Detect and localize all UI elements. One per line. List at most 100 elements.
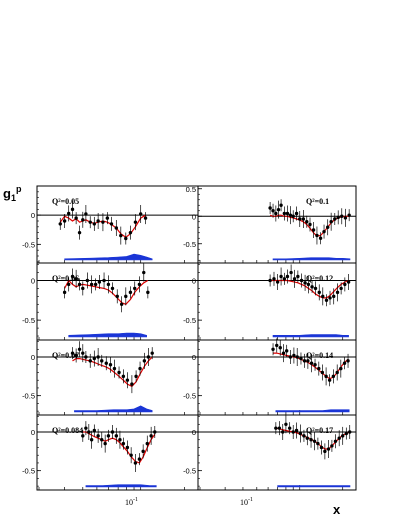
- y-tick-label: 0: [192, 212, 196, 221]
- data-point: [108, 363, 113, 367]
- data-point: [298, 431, 303, 436]
- data-point: [287, 426, 292, 430]
- data-point: [313, 363, 317, 367]
- data-point: [133, 461, 138, 465]
- data-point: [288, 213, 293, 217]
- q2-label: Q²=0.14: [306, 351, 333, 360]
- data-point: [146, 355, 151, 359]
- data-point: [85, 278, 90, 283]
- data-point: [77, 347, 82, 351]
- q2-label: Q²=0.07: [52, 351, 79, 360]
- data-point: [81, 351, 85, 355]
- data-point: [323, 449, 327, 454]
- data-point: [141, 449, 145, 454]
- data-point: [74, 353, 78, 358]
- data-point: [271, 209, 275, 213]
- data-point: [274, 211, 278, 216]
- data-point: [326, 447, 331, 451]
- model-curve: [64, 279, 149, 306]
- data-point: [74, 216, 78, 220]
- data-point: [347, 213, 351, 217]
- data-point: [96, 434, 100, 438]
- data-point: [279, 203, 283, 207]
- data-point: [346, 359, 350, 363]
- data-point: [282, 277, 287, 281]
- data-point: [138, 366, 142, 371]
- panel-Q2=0.084: 0 -0.5 Q²=0.084: [22, 414, 199, 491]
- x-tick-label-left: 10-1: [125, 497, 138, 507]
- data-point: [138, 212, 143, 216]
- data-point: [66, 282, 71, 287]
- data-point: [317, 366, 321, 371]
- data-point: [70, 274, 75, 279]
- data-point: [320, 370, 325, 375]
- data-point: [299, 278, 304, 283]
- data-point: [105, 216, 110, 220]
- y-tick-label: -0.5: [183, 316, 196, 325]
- data-point: [288, 355, 293, 359]
- data-point: [100, 438, 104, 442]
- data-point: [333, 439, 338, 443]
- systematic-band: [277, 485, 351, 488]
- data-point: [278, 346, 282, 350]
- systematic-band: [64, 253, 153, 261]
- y-tick-label: 0: [192, 276, 196, 285]
- data-point: [309, 438, 313, 442]
- data-point: [321, 294, 325, 299]
- data-point: [150, 351, 154, 355]
- data-point: [119, 233, 123, 238]
- data-point: [318, 236, 323, 240]
- data-point: [134, 374, 138, 379]
- data-point: [112, 366, 117, 371]
- data-point: [284, 422, 288, 426]
- data-point: [114, 434, 119, 438]
- data-point: [271, 347, 275, 351]
- data-point: [81, 218, 85, 222]
- data-point: [342, 361, 347, 365]
- data-point: [282, 211, 287, 216]
- data-point: [125, 445, 130, 450]
- data-point: [124, 236, 128, 241]
- data-point: [301, 217, 306, 221]
- data-point: [277, 426, 282, 430]
- data-point: [66, 211, 71, 216]
- data-point: [348, 430, 352, 434]
- panel-Q2=0.12: 0 -0.5 Q²=0.12: [183, 262, 357, 341]
- data-point: [331, 374, 336, 379]
- data-point: [70, 351, 75, 355]
- q2-label: Q²=0.17: [306, 426, 333, 435]
- data-point: [305, 436, 310, 440]
- data-point: [340, 214, 344, 218]
- data-point: [114, 226, 119, 230]
- data-point: [128, 230, 133, 235]
- panel-Q2=0.1: 0.5 0 -0.5 Q²=0.1: [183, 185, 357, 264]
- y-tick-label: 0: [31, 353, 35, 362]
- data-point: [309, 361, 314, 365]
- data-point: [346, 280, 351, 284]
- data-point: [276, 207, 281, 212]
- x-tick-label-right: 10-1: [240, 497, 253, 507]
- data-point: [109, 222, 114, 226]
- data-point: [332, 294, 336, 299]
- panel-frame: [197, 185, 357, 264]
- data-point: [104, 361, 108, 365]
- x-axis-label: x: [333, 502, 341, 517]
- data-point: [100, 359, 104, 363]
- data-point: [281, 430, 285, 434]
- data-point: [117, 370, 121, 375]
- systematic-band: [68, 332, 147, 338]
- data-point: [106, 434, 111, 438]
- panel-frame: [197, 414, 357, 491]
- data-point: [87, 430, 91, 434]
- data-point: [96, 219, 100, 223]
- data-point: [284, 349, 289, 353]
- data-point: [324, 374, 328, 379]
- y-tick-label: 0: [192, 428, 196, 437]
- data-point: [299, 356, 303, 361]
- data-point: [305, 220, 309, 224]
- data-point: [268, 278, 272, 283]
- data-point: [118, 438, 122, 442]
- data-point: [88, 359, 92, 363]
- data-point: [119, 302, 124, 306]
